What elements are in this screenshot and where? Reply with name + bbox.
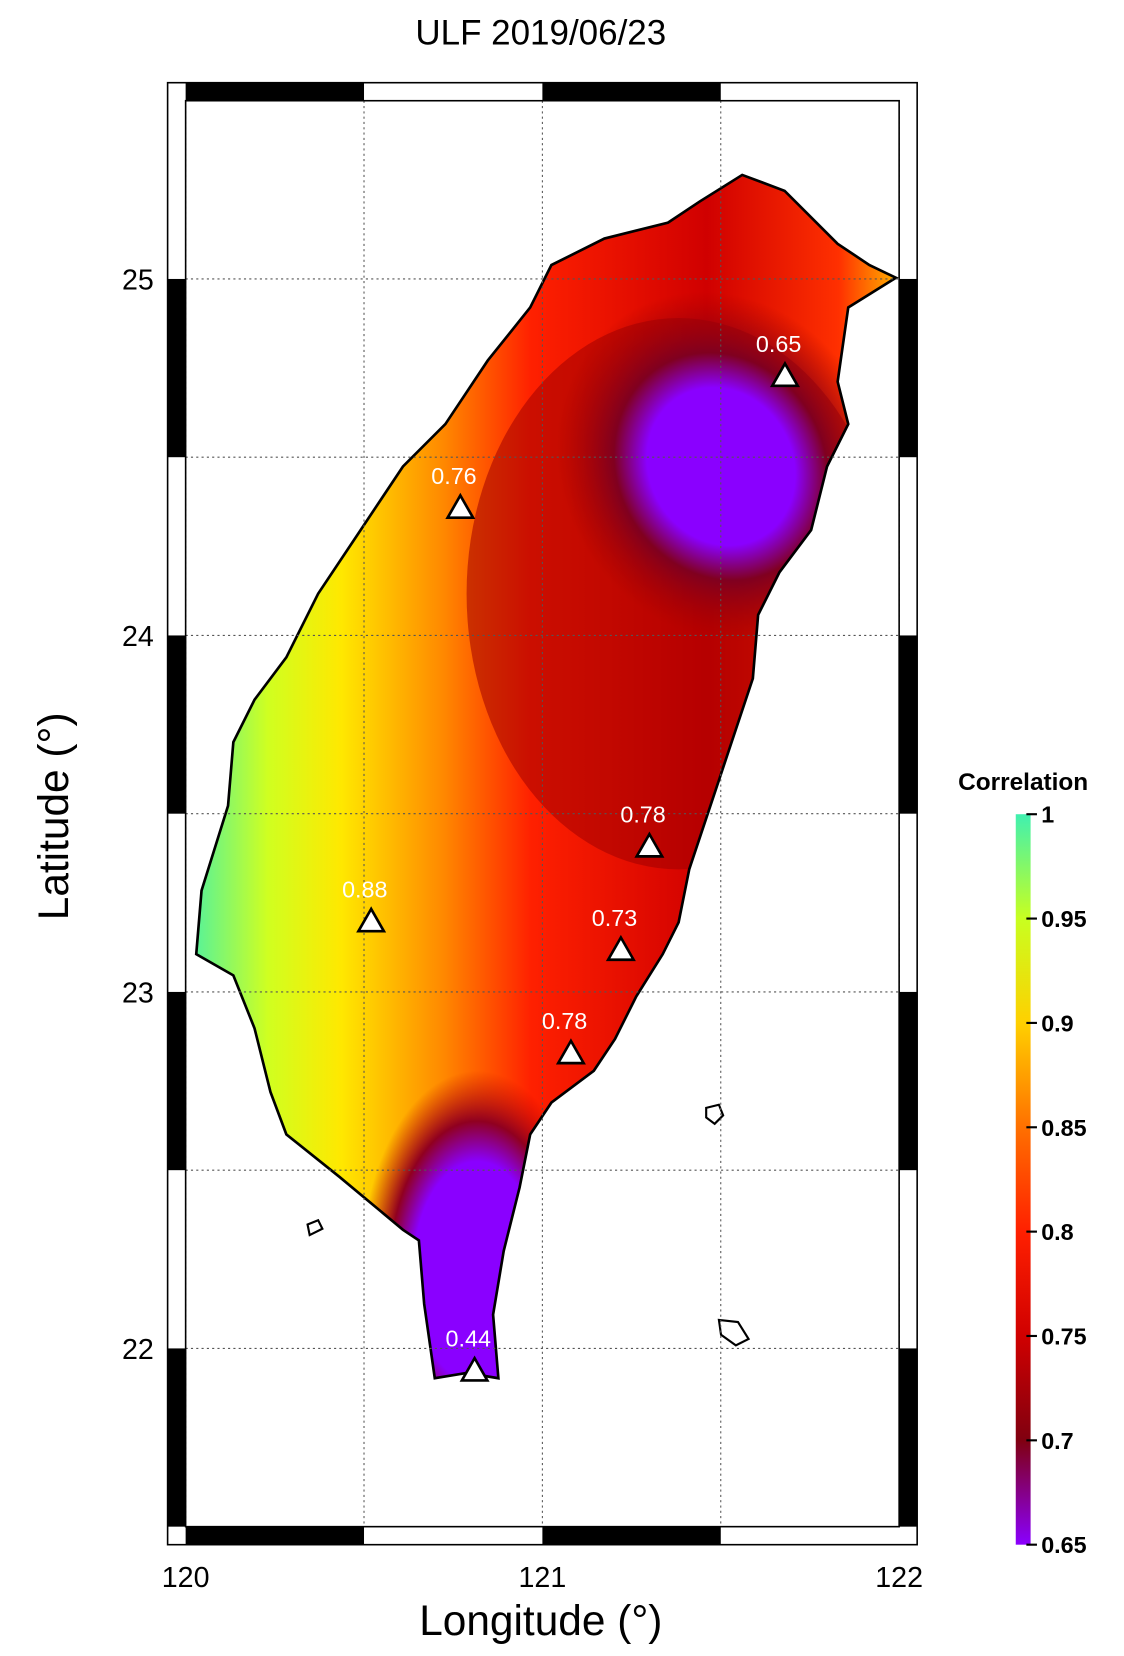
colorbar-tick-label: 0.9 [1041,1010,1073,1036]
station-marker [555,1038,586,1065]
station-marker [634,831,665,858]
station-value: 0.76 [431,463,476,489]
colorbar-tick-label: 0.65 [1041,1532,1086,1558]
station-value: 0.65 [756,331,801,357]
station-value: 0.78 [542,1008,587,1034]
frame-bar [167,635,186,814]
station-value: 0.88 [342,876,387,902]
frame-bar [167,1348,186,1527]
colorbar-tick-label: 0.75 [1041,1323,1086,1349]
station-value: 0.44 [446,1325,491,1351]
frame-bar [899,1348,918,1527]
station-marker [356,906,387,933]
frame-bar [899,635,918,814]
station-marker [445,492,476,520]
colorbar-tick-label: 0.7 [1041,1428,1073,1454]
frame-bar [167,991,186,1171]
x-axis-label: Longitude (°) [419,1597,662,1644]
station-value: 0.78 [620,801,665,827]
colorbar-label: Correlation [958,769,1088,796]
y-tick-label: 24 [122,621,154,653]
colorbar-tick-label: 1 [1041,802,1054,828]
colorbar-tick-label: 0.8 [1041,1219,1073,1245]
correlation-field [196,174,896,1379]
frame-bar [167,278,186,458]
frame-bar [185,82,365,101]
colorbar-tick-label: 0.95 [1041,906,1086,932]
frame-bar [899,991,918,1171]
x-tick-label: 122 [875,1562,923,1594]
frame-bar [899,278,918,458]
frame-bar [542,1526,721,1545]
y-tick-label: 25 [122,265,154,297]
map-title: ULF 2019/06/23 [415,14,666,53]
station-marker [769,360,800,388]
station-value: 0.73 [592,905,637,931]
y-axis-label: Latitude (°) [30,712,77,920]
colorbar-tick-label: 0.85 [1041,1115,1086,1141]
station-marker [605,934,636,962]
x-tick-label: 120 [162,1562,210,1594]
y-tick-label: 22 [122,1334,154,1366]
y-tick-label: 23 [122,978,154,1010]
colorbar [1015,814,1031,1545]
frame-bar [185,1526,365,1545]
frame-bar [542,82,721,101]
x-tick-label: 121 [519,1562,567,1594]
station-marker [459,1355,490,1382]
